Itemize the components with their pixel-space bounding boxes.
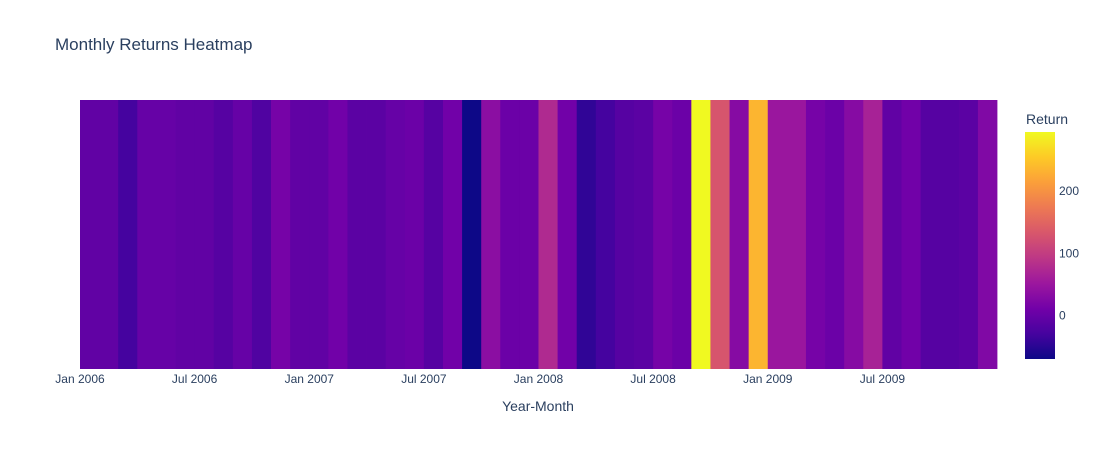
heatmap-cell [538,100,558,369]
heatmap-cell [462,100,482,369]
heatmap-cell [920,100,941,369]
heatmap-cell [672,100,692,369]
heatmap-cell [423,100,444,369]
heatmap-cell [825,100,845,369]
heatmap-cell [347,100,367,369]
heatmap-cell [80,100,100,369]
x-tick-label: Jul 2007 [401,372,447,386]
heatmap-cell [958,100,979,369]
heatmap-cell [500,100,520,369]
x-tick-label: Jul 2008 [630,372,676,386]
heatmap-cell [786,100,807,369]
x-axis-ticks: Jan 2006 Jul 2006 Jan 2007 Jul 2007 Jan 2008… [55,372,905,386]
heatmap-cell [748,100,769,369]
heatmap-cell [519,100,539,369]
heatmap-cell [901,100,921,369]
x-tick-label: Jan 2007 [285,372,335,386]
heatmap-cell [194,100,215,369]
heatmap-cells [80,100,998,369]
colorbar: Return 0 100 200 [1025,111,1079,359]
heatmap-cell [175,100,196,369]
heatmap-cell [442,100,463,369]
heatmap-cell [137,100,157,369]
heatmap-cell [691,100,711,369]
heatmap-cell [557,100,578,369]
x-tick-label: Jan 2006 [55,372,105,386]
heatmap-cell [805,100,826,369]
heatmap-cell [99,100,119,369]
heatmap-cell [213,100,234,369]
heatmap-cell [576,100,597,369]
heatmap-cell [977,100,998,369]
heatmap-cell [366,100,387,369]
heatmap-cell [328,100,348,369]
heatmap-cell [653,100,673,369]
heatmap-cell [309,100,329,369]
heatmap-cell [251,100,272,369]
colorbar-ticks: 0 100 200 [1059,184,1079,322]
x-tick-label: Jul 2009 [860,372,906,386]
x-tick-label: Jul 2006 [172,372,218,386]
colorbar-tick-label: 100 [1059,246,1079,260]
heatmap-cell [385,100,406,369]
heatmap-cell [882,100,902,369]
heatmap-cell [710,100,730,369]
heatmap-cell [863,100,883,369]
heatmap-cell [595,100,616,369]
colorbar-tick-label: 200 [1059,184,1079,198]
heatmap-cell [939,100,960,369]
chart-title: Monthly Returns Heatmap [55,35,252,54]
heatmap-cell [729,100,750,369]
heatmap-cell [767,100,788,369]
x-tick-label: Jan 2009 [743,372,793,386]
heatmap-cell [271,100,291,369]
colorbar-tick-label: 0 [1059,309,1066,323]
heatmap-cell [156,100,176,369]
heatmap-cell [614,100,635,369]
colorbar-title: Return [1026,111,1068,127]
colorbar-gradient [1025,132,1055,359]
x-tick-label: Jan 2008 [514,372,564,386]
heatmap-cell [634,100,654,369]
heatmap-cell [404,100,425,369]
x-axis-title: Year-Month [502,398,574,414]
heatmap-cell [844,100,864,369]
heatmap-cell [481,100,501,369]
heatmap-cell [232,100,253,369]
heatmap-cell [290,100,310,369]
heatmap-cell [118,100,138,369]
